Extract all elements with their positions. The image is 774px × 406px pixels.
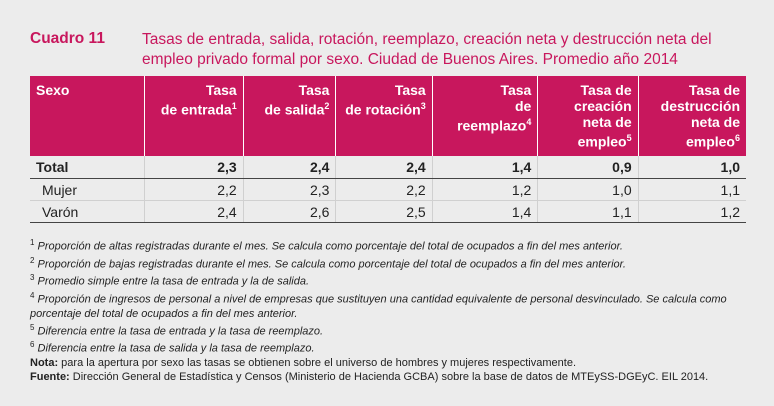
source: Fuente: Dirección General de Estadística… bbox=[30, 370, 709, 383]
cell-value: 1,2 bbox=[638, 200, 746, 223]
cell-value: 2,3 bbox=[144, 156, 244, 179]
cell-value: 2,4 bbox=[243, 156, 337, 179]
table-row-total: Total 2,3 2,4 2,4 1,4 0,9 1,0 bbox=[30, 156, 746, 179]
table-number: Cuadro 11 bbox=[30, 30, 105, 47]
footnote-2: 2 Proporción de bajas registradas durant… bbox=[30, 255, 626, 271]
table-row-varon: Varón 2,4 2,6 2,5 1,4 1,1 1,2 bbox=[30, 200, 746, 223]
cell-value: 1,2 bbox=[432, 178, 539, 201]
table-header-row: Sexo Tasa de entrada1 Tasa de salida2 Tasa… bbox=[30, 76, 746, 156]
col-header-reemplazo: Tasa de reemplazo4 bbox=[432, 76, 539, 156]
col-header-entrada: Tasa de entrada1 bbox=[144, 76, 244, 156]
footnote-5: 5 Diferencia entre la tasa de entrada y … bbox=[30, 322, 324, 338]
cell-value: 2,3 bbox=[243, 178, 337, 201]
footnote-3: 3 Promedio simple entre la tasa de entra… bbox=[30, 273, 310, 288]
footnote-6: 6 Diferencia entre la tasa de salida y l… bbox=[30, 340, 315, 355]
cell-value: 2,4 bbox=[144, 200, 244, 223]
rates-table: Sexo Tasa de entrada1 Tasa de salida2 Tasa… bbox=[30, 76, 746, 223]
cell-value: 2,6 bbox=[243, 200, 337, 223]
col-header-sexo: Sexo bbox=[30, 76, 146, 156]
table-header: Cuadro 11 Tasas de entrada, salida, rota… bbox=[30, 30, 750, 70]
row-label: Varón bbox=[30, 200, 146, 223]
cell-value: 2,2 bbox=[335, 178, 433, 201]
cell-value: 1,4 bbox=[432, 156, 539, 179]
row-label: Mujer bbox=[30, 178, 146, 201]
footnote-1: 1 Proporción de altas registradas durant… bbox=[30, 238, 623, 253]
table-title: Tasas de entrada, salida, rotación, reem… bbox=[142, 31, 712, 68]
cell-value: 2,2 bbox=[144, 178, 244, 201]
cell-value: 1,1 bbox=[537, 200, 639, 223]
cell-value: 1,0 bbox=[638, 156, 746, 179]
cell-value: 0,9 bbox=[537, 156, 639, 179]
note: Nota: para la apertura por sexo las tasa… bbox=[30, 356, 577, 369]
col-header-creacion: Tasa de creación neta de empleo5 bbox=[537, 76, 639, 156]
cell-value: 1,0 bbox=[537, 178, 639, 201]
footnote-4: 4 Proporción de ingresos de personal a n… bbox=[30, 290, 727, 320]
row-label: Total bbox=[30, 156, 146, 179]
footnotes: 1 Proporción de altas registradas durant… bbox=[30, 236, 750, 384]
cell-value: 2,5 bbox=[335, 200, 433, 223]
col-header-rotacion: Tasa de rotación3 bbox=[335, 76, 433, 156]
cell-value: 1,1 bbox=[638, 178, 746, 201]
col-header-destruccion: Tasa de destrucción neta de empleo6 bbox=[660, 82, 740, 150]
col-header-salida: Tasa de salida2 bbox=[243, 76, 337, 156]
cell-value: 1,4 bbox=[432, 200, 539, 223]
cell-value: 2,4 bbox=[335, 156, 433, 179]
table-row-mujer: Mujer 2,2 2,3 2,2 1,2 1,0 1,1 bbox=[30, 178, 746, 201]
